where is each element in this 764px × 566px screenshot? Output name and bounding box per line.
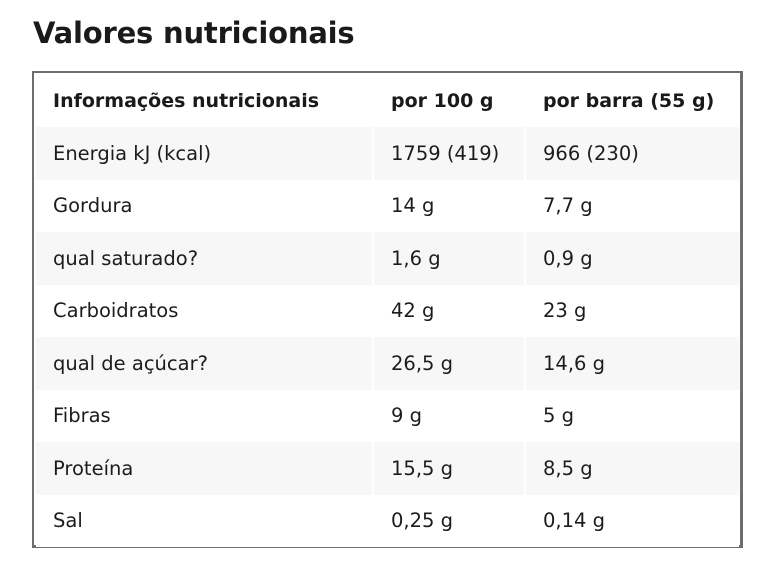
table-row: Fibras 9 g 5 g [36, 389, 739, 442]
table-row: Gordura 14 g 7,7 g [36, 179, 739, 232]
value-per-bar: 8,5 g [524, 442, 739, 495]
page-title: Valores nutricionais [33, 16, 355, 50]
table-row: qual saturado? 1,6 g 0,9 g [36, 232, 739, 285]
nutrient-name: Carboidratos [36, 284, 372, 337]
value-per-bar: 0,14 g [524, 494, 739, 547]
value-per-100g: 26,5 g [372, 337, 524, 390]
header-nutrient: Informações nutricionais [36, 75, 372, 127]
table-row: Energia kJ (kcal) 1759 (419) 966 (230) [36, 127, 739, 180]
nutrient-name: Energia kJ (kcal) [36, 127, 372, 180]
value-per-100g: 1,6 g [372, 232, 524, 285]
value-per-100g: 9 g [372, 389, 524, 442]
value-per-100g: 15,5 g [372, 442, 524, 495]
value-per-100g: 0,25 g [372, 494, 524, 547]
nutrient-name: Proteína [36, 442, 372, 495]
nutrition-table: Informações nutricionais por 100 g por b… [36, 75, 739, 547]
value-per-100g: 42 g [372, 284, 524, 337]
nutrient-name: Fibras [36, 389, 372, 442]
table-row: Proteína 15,5 g 8,5 g [36, 442, 739, 495]
value-per-bar: 5 g [524, 389, 739, 442]
value-per-bar: 0,9 g [524, 232, 739, 285]
table-row: Carboidratos 42 g 23 g [36, 284, 739, 337]
value-per-bar: 23 g [524, 284, 739, 337]
value-per-bar: 966 (230) [524, 127, 739, 180]
table-row: qual de açúcar? 26,5 g 14,6 g [36, 337, 739, 390]
table-row: Sal 0,25 g 0,14 g [36, 494, 739, 547]
nutrient-name: Gordura [36, 179, 372, 232]
value-per-bar: 14,6 g [524, 337, 739, 390]
header-per-100g: por 100 g [372, 75, 524, 127]
value-per-100g: 14 g [372, 179, 524, 232]
nutrient-name: qual saturado? [36, 232, 372, 285]
table-header-row: Informações nutricionais por 100 g por b… [36, 75, 739, 127]
nutrient-name: Sal [36, 494, 372, 547]
value-per-100g: 1759 (419) [372, 127, 524, 180]
nutrition-table-frame: Informações nutricionais por 100 g por b… [32, 71, 743, 548]
value-per-bar: 7,7 g [524, 179, 739, 232]
header-per-bar: por barra (55 g) [524, 75, 739, 127]
nutrient-name: qual de açúcar? [36, 337, 372, 390]
